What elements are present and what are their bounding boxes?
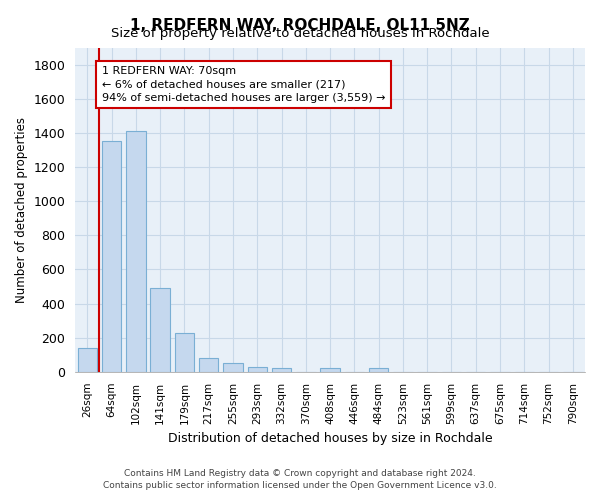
- Bar: [199, 358, 218, 372]
- Text: 1, REDFERN WAY, ROCHDALE, OL11 5NZ: 1, REDFERN WAY, ROCHDALE, OL11 5NZ: [130, 18, 470, 32]
- Bar: [77, 348, 97, 372]
- Text: Contains HM Land Registry data © Crown copyright and database right 2024.
Contai: Contains HM Land Registry data © Crown c…: [103, 468, 497, 490]
- Text: Size of property relative to detached houses in Rochdale: Size of property relative to detached ho…: [110, 28, 490, 40]
- Bar: [126, 131, 146, 372]
- Bar: [102, 140, 121, 372]
- Bar: [151, 288, 170, 372]
- Text: 1 REDFERN WAY: 70sqm
← 6% of detached houses are smaller (217)
94% of semi-detac: 1 REDFERN WAY: 70sqm ← 6% of detached ho…: [102, 66, 385, 102]
- Bar: [369, 368, 388, 372]
- Bar: [175, 332, 194, 372]
- Bar: [223, 364, 242, 372]
- X-axis label: Distribution of detached houses by size in Rochdale: Distribution of detached houses by size …: [168, 432, 493, 445]
- Bar: [320, 368, 340, 372]
- Bar: [248, 367, 267, 372]
- Y-axis label: Number of detached properties: Number of detached properties: [15, 116, 28, 302]
- Bar: [272, 368, 291, 372]
